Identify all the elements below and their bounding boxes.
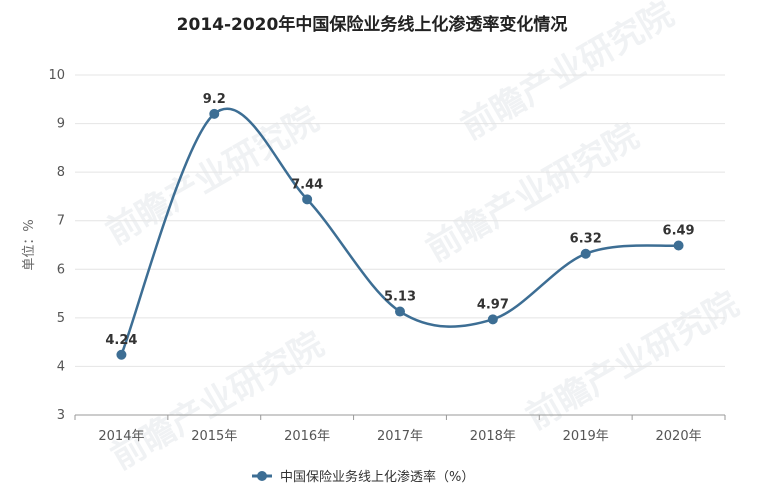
y-tick-label: 4 (57, 359, 65, 374)
y-tick-label: 6 (57, 262, 65, 277)
series-line (120, 107, 679, 356)
x-tick-label: 2016年 (284, 429, 330, 444)
data-label: 9.2 (203, 92, 226, 107)
x-tick-label: 2019年 (563, 429, 609, 444)
data-point[interactable] (673, 240, 684, 251)
x-tick-label: 2015年 (191, 429, 237, 444)
y-tick-label: 5 (57, 311, 65, 326)
data-point[interactable] (395, 306, 405, 317)
data-label: 4.24 (105, 333, 137, 348)
x-tick-label: 2014年 (98, 429, 144, 444)
series-layer: 4.24 9.2 7.44 5.13 4.97 6.32 6.49 (105, 92, 695, 360)
axes: 3 4 5 6 7 8 9 10 2014年 2015年 2016年 2017年 2018年 2019年 2… (48, 68, 726, 444)
watermark-text: 前瞻产业研究院 (100, 99, 326, 253)
data-label: 6.49 (663, 223, 695, 238)
data-point[interactable] (487, 314, 498, 325)
data-label: 6.32 (570, 232, 602, 247)
data-label: 7.44 (291, 177, 323, 192)
x-tick-label: 2017年 (377, 429, 423, 444)
y-tick-label: 7 (57, 214, 65, 229)
watermark-text: 前瞻产业研究院 (105, 324, 331, 478)
data-label: 5.13 (384, 290, 416, 305)
y-tick-label: 9 (57, 117, 65, 132)
data-point[interactable] (116, 349, 127, 360)
chart-title: 2014-2020年中国保险业务线上化渗透率变化情况 (177, 14, 568, 35)
x-tick-label: 2018年 (470, 429, 516, 444)
data-point[interactable] (209, 108, 220, 119)
y-tick-label: 8 (57, 165, 65, 180)
data-point[interactable] (580, 248, 591, 259)
data-point[interactable] (302, 194, 313, 205)
legend-marker (257, 471, 267, 481)
grid-lines (75, 74, 725, 367)
x-tick-label: 2020年 (656, 429, 702, 444)
legend[interactable]: 中国保险业务线上化渗透率（%） (252, 469, 474, 485)
data-label: 4.97 (477, 297, 509, 312)
y-axis-label: 单位：% (22, 219, 37, 270)
y-tick-label: 3 (57, 408, 65, 423)
legend-label: 中国保险业务线上化渗透率（%） (280, 469, 474, 485)
y-tick-label: 10 (48, 68, 65, 83)
